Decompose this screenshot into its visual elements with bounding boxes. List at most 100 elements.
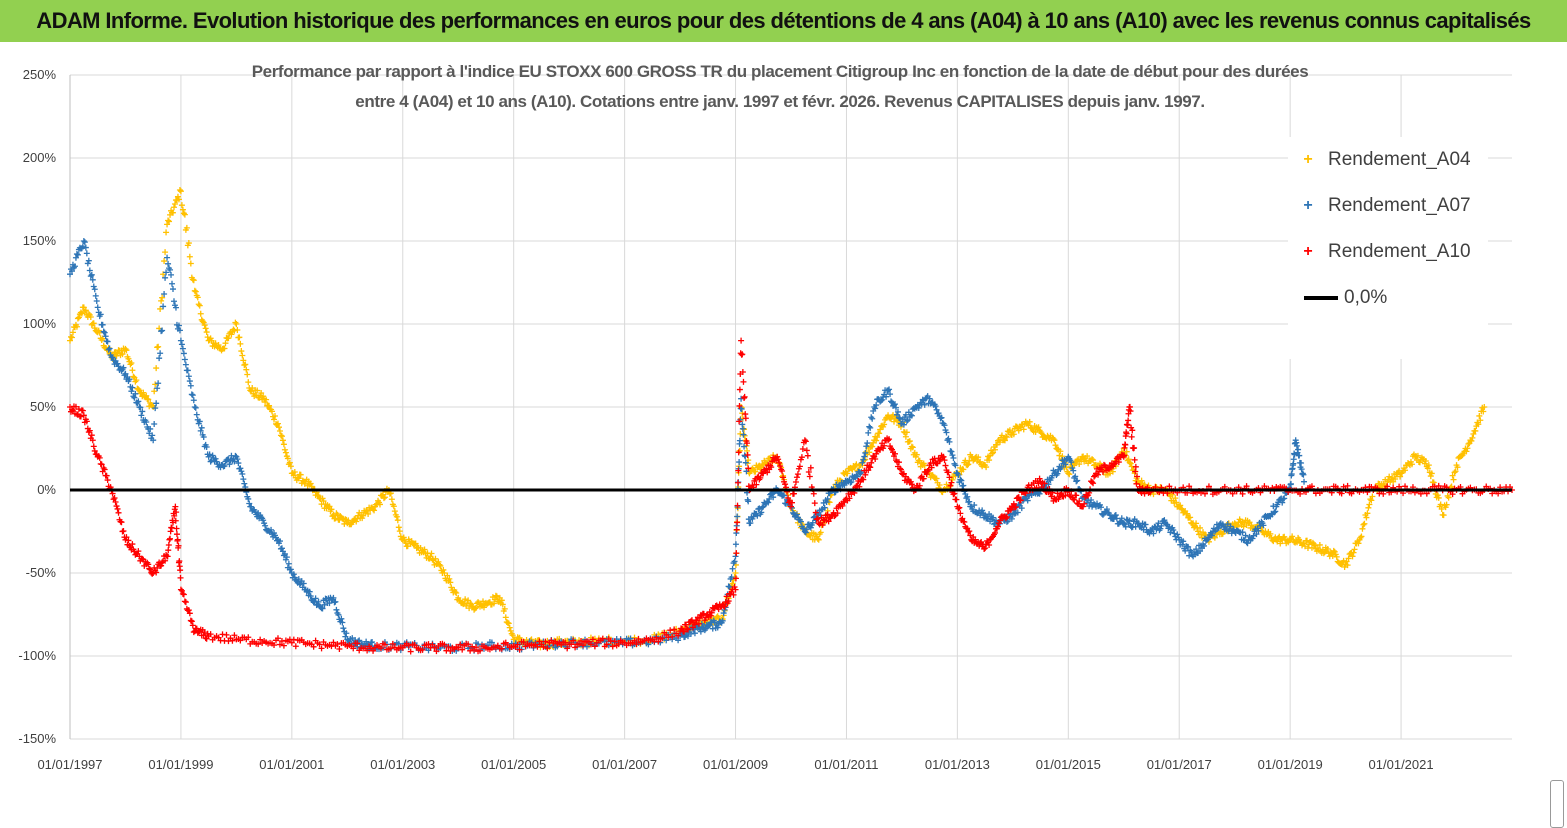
data-point-fill [1295, 446, 1302, 453]
data-point-fill [1070, 467, 1077, 474]
data-point-fill [453, 590, 460, 597]
data-point-fill [1036, 490, 1043, 497]
data-point-fill [428, 550, 435, 557]
data-point-fill [874, 434, 881, 441]
data-point-fill [1089, 456, 1096, 463]
data-point-fill [803, 526, 810, 533]
data-point [1425, 462, 1432, 469]
data-point-fill [534, 643, 541, 650]
data-point-fill [900, 470, 907, 477]
data-point-fill [867, 464, 874, 471]
data-point-fill [806, 473, 813, 480]
x-tick-label: 01/01/2001 [259, 757, 324, 772]
data-point-fill [258, 389, 265, 396]
data-point [288, 639, 295, 646]
data-point-fill [1384, 483, 1391, 490]
data-point-fill [283, 554, 290, 561]
data-point [1231, 520, 1238, 527]
legend-marker-a10: + [1303, 243, 1313, 260]
data-point-fill [173, 509, 180, 516]
data-point-fill [1402, 483, 1409, 490]
data-point-fill [736, 437, 743, 444]
data-point-fill [1443, 501, 1450, 508]
data-point-fill [916, 482, 923, 489]
y-tick-label: 50% [30, 399, 56, 414]
data-point-fill [1275, 534, 1282, 541]
data-point-fill [162, 249, 169, 256]
data-point-fill [1186, 483, 1193, 490]
chart-area: -150% -100% -50% 0% 50% 100% 150% 200% 250% 01/0… [0, 42, 1567, 828]
data-point-fill [140, 389, 147, 396]
data-point-fill [1475, 421, 1482, 428]
data-point-fill [776, 459, 783, 466]
data-point-fill [509, 632, 516, 639]
data-point-fill [966, 528, 973, 535]
data-point-fill [903, 429, 910, 436]
data-point-fill [1170, 526, 1177, 533]
data-point-fill [1281, 495, 1288, 502]
data-point-fill [689, 624, 696, 631]
data-point-fill [1239, 490, 1246, 497]
data-point-fill [782, 481, 789, 488]
data-point-fill [1244, 540, 1251, 547]
data-point-fill [429, 556, 436, 563]
data-point [67, 337, 73, 344]
data-point-fill [181, 356, 188, 363]
data-point [67, 271, 73, 278]
data-point-fill [286, 459, 293, 466]
data-point-fill [99, 321, 106, 328]
data-point-fill [633, 641, 640, 648]
data-point-fill [370, 647, 377, 654]
data-point-fill [101, 329, 108, 336]
data-point-fill [779, 468, 786, 475]
data-point-fill [681, 628, 688, 635]
data-point-fill [777, 463, 784, 470]
data-point-fill [91, 447, 98, 454]
data-point-fill [1193, 520, 1200, 527]
data-point-fill [444, 572, 451, 579]
data-point [80, 238, 87, 244]
data-point-fill [145, 561, 152, 568]
data-point-fill [733, 526, 740, 533]
data-point-fill [284, 455, 291, 462]
data-point-fill [913, 451, 920, 458]
data-point-fill [868, 459, 875, 466]
scroll-handle-icon[interactable] [1550, 780, 1564, 828]
data-point-fill [97, 311, 104, 318]
data-point-fill [125, 537, 132, 544]
data-point-fill [202, 325, 209, 332]
data-point-fill [1249, 535, 1256, 542]
data-point-fill [1179, 541, 1186, 548]
data-point-fill [174, 193, 181, 200]
data-point-fill [823, 499, 830, 506]
data-point-fill [180, 210, 187, 217]
data-point-fill [173, 525, 180, 532]
data-point-fill [194, 294, 201, 301]
data-point-fill [1015, 427, 1022, 434]
data-point-fill [79, 243, 86, 250]
data-point-fill [812, 509, 819, 516]
data-point-fill [702, 614, 709, 621]
data-point-fill [111, 494, 118, 501]
data-point-fill [888, 398, 895, 405]
data-point-fill [319, 605, 326, 612]
data-point-fill [735, 467, 742, 474]
data-point-fill [781, 492, 788, 499]
data-point-fill [310, 643, 317, 650]
data-point-fill [1451, 469, 1458, 476]
data-point-fill [1369, 493, 1376, 500]
data-point-fill [1201, 490, 1208, 497]
data-point-fill [814, 515, 821, 522]
data-point-fill [891, 450, 898, 457]
data-point-fill [184, 367, 191, 374]
data-point-fill [103, 472, 110, 479]
data-point-fill [609, 643, 616, 650]
legend-label-a07: Rendement_A07 [1328, 195, 1471, 216]
data-point-fill [1298, 460, 1305, 467]
data-point-fill [1118, 515, 1125, 522]
data-point-fill [894, 408, 901, 415]
data-point-fill [334, 511, 341, 518]
data-point-fill [158, 328, 165, 335]
data-point-fill [1103, 506, 1110, 513]
data-point-fill [1074, 477, 1081, 484]
